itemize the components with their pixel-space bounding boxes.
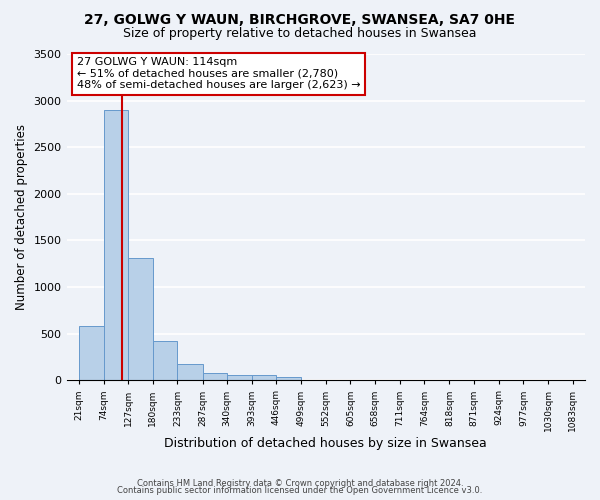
Bar [277, 378, 301, 380]
Bar [227, 375, 252, 380]
Text: Size of property relative to detached houses in Swansea: Size of property relative to detached ho… [123, 28, 477, 40]
Bar [153, 341, 178, 380]
Bar [104, 110, 128, 380]
Bar [79, 326, 104, 380]
Bar [178, 364, 203, 380]
Text: 27, GOLWG Y WAUN, BIRCHGROVE, SWANSEA, SA7 0HE: 27, GOLWG Y WAUN, BIRCHGROVE, SWANSEA, S… [85, 12, 515, 26]
Y-axis label: Number of detached properties: Number of detached properties [15, 124, 28, 310]
Bar [252, 375, 277, 380]
Text: Contains public sector information licensed under the Open Government Licence v3: Contains public sector information licen… [118, 486, 482, 495]
Text: 27 GOLWG Y WAUN: 114sqm
← 51% of detached houses are smaller (2,780)
48% of semi: 27 GOLWG Y WAUN: 114sqm ← 51% of detache… [77, 58, 361, 90]
X-axis label: Distribution of detached houses by size in Swansea: Distribution of detached houses by size … [164, 437, 487, 450]
Bar [128, 258, 153, 380]
Bar [203, 373, 227, 380]
Text: Contains HM Land Registry data © Crown copyright and database right 2024.: Contains HM Land Registry data © Crown c… [137, 478, 463, 488]
